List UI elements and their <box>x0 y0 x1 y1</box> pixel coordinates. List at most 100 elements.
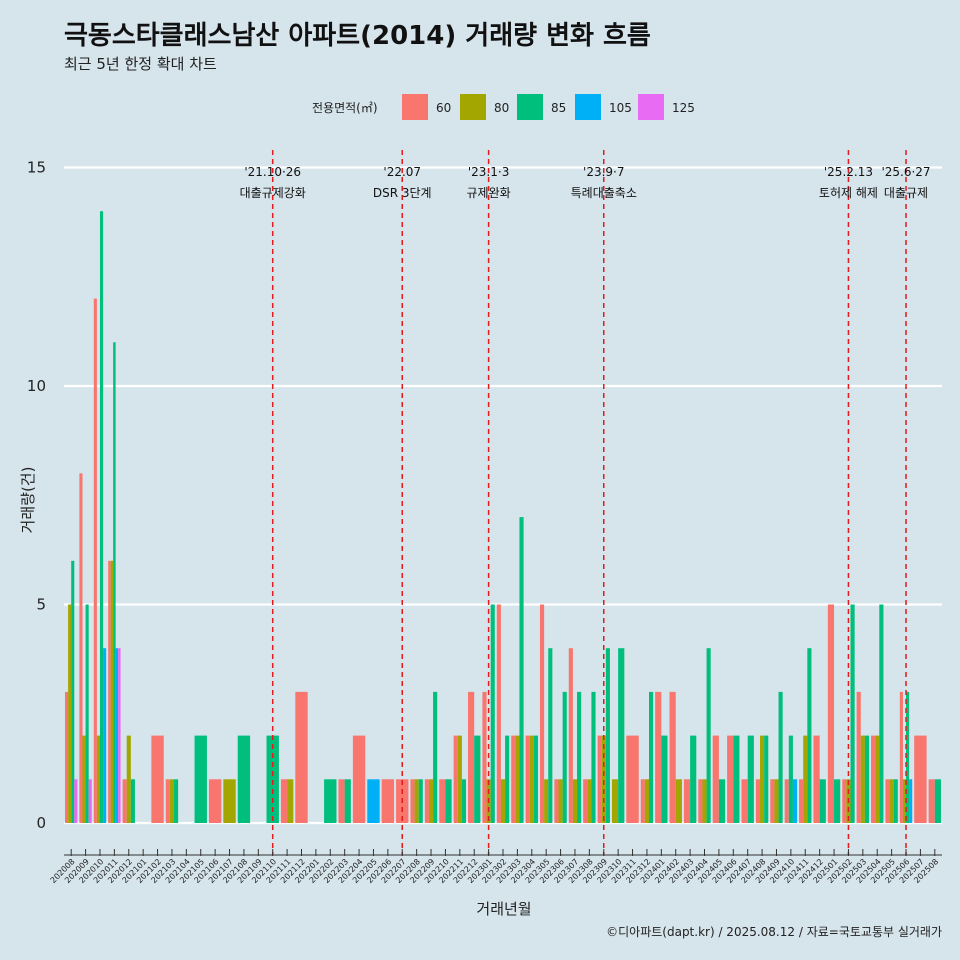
bar-202205-105 <box>367 779 380 823</box>
bar-202112-60 <box>295 691 308 823</box>
x-axis-title: 거래년월 <box>476 900 531 918</box>
bar-202209-80 <box>428 779 434 823</box>
bar-202502-85 <box>850 604 855 823</box>
bar-202308-80 <box>587 779 592 823</box>
legend: 전용면적(㎡) 60 80 85 105 125 <box>312 94 695 120</box>
legend-label-105: 105 <box>609 101 632 115</box>
bar-202307-60 <box>568 648 573 823</box>
bar-202107-80 <box>223 779 236 823</box>
bar-202405-60 <box>712 735 719 823</box>
bar-202504-80 <box>875 735 880 823</box>
bar-202212-60 <box>468 691 475 823</box>
bar-202202-85 <box>324 779 337 823</box>
event-date: '23.9·7 <box>583 165 624 179</box>
bar-202308-85 <box>591 691 596 823</box>
bar-202312-85 <box>648 691 654 823</box>
bar-202504-85 <box>879 604 884 823</box>
event-date: '25.6·27 <box>881 165 930 179</box>
bar-202012-80 <box>126 735 131 823</box>
bar-202011-80 <box>110 560 114 823</box>
legend-label-125: 125 <box>672 101 695 115</box>
bar-202411-85 <box>807 648 812 823</box>
bar-202508-85 <box>934 779 941 823</box>
bar-202405-85 <box>718 779 726 823</box>
bar-202503-80 <box>860 735 865 823</box>
bar-202506-80 <box>902 779 907 823</box>
bar-202211-60 <box>453 735 458 823</box>
bar-202409-80 <box>774 779 779 823</box>
bar-202204-60 <box>352 735 366 823</box>
bar-202403-85 <box>690 735 697 823</box>
bar-202508-60 <box>928 779 935 823</box>
bar-202302-85 <box>505 735 510 823</box>
bar-202009-125 <box>88 779 92 823</box>
x-axis: 2020082020092020102020112020122021012021… <box>49 849 942 885</box>
bar-202111-80 <box>287 779 294 823</box>
bar-202008-125 <box>74 779 78 823</box>
bar-202309-80 <box>601 735 606 823</box>
bar-202310-80 <box>611 779 619 823</box>
bar-202409-85 <box>778 691 783 823</box>
bar-202110-85 <box>266 735 279 823</box>
bar-202211-85 <box>461 779 467 823</box>
bar-202406-85 <box>733 735 740 823</box>
bar-202410-60 <box>784 779 789 823</box>
bar-202008-85 <box>71 560 75 823</box>
event-label: 특례대출축소 <box>571 186 637 200</box>
bar-202505-85 <box>893 779 898 823</box>
event-date: '23.1·3 <box>468 165 509 179</box>
bar-202501-60 <box>827 604 835 823</box>
bar-202306-85 <box>562 691 567 823</box>
event-label: 대출규제강화 <box>240 186 306 200</box>
bar-202106-60 <box>208 779 222 823</box>
bar-202102-60 <box>151 735 164 823</box>
bar-202404-85 <box>706 648 711 823</box>
bar-202502-60 <box>842 779 847 823</box>
bar-202203-85 <box>344 779 351 823</box>
bar-202506-105 <box>909 779 913 823</box>
bar-202011-105 <box>115 648 119 823</box>
bar-202305-60 <box>539 604 545 823</box>
bar-202404-60 <box>698 779 703 823</box>
bar-202312-80 <box>644 779 649 823</box>
bar-202412-60 <box>813 735 820 823</box>
bar-202108-85 <box>237 735 251 823</box>
bar-202011-85 <box>113 342 116 823</box>
bar-202209-85 <box>433 691 438 823</box>
bar-202507-60 <box>914 735 927 823</box>
bar-202411-80 <box>803 735 808 823</box>
bar-202310-85 <box>618 648 625 823</box>
bar-202206-60 <box>381 779 395 823</box>
bar-202208-60 <box>410 779 415 823</box>
legend-label-80: 80 <box>494 101 509 115</box>
event-markers: '21.10·26 대출규제강화 '22.07 DSR 3단계 '23.1·3 규제완화 '… <box>240 150 931 855</box>
event-label: 규제완화 <box>467 186 511 200</box>
bar-202010-60 <box>93 298 97 824</box>
bar-202208-85 <box>418 779 423 823</box>
bar-202010-80 <box>96 735 100 823</box>
bar-202408-80 <box>760 735 765 823</box>
bar-202011-60 <box>108 560 111 823</box>
bar-202309-60 <box>597 735 602 823</box>
bar-202009-80 <box>82 735 86 823</box>
y-axis-title: 거래량(건) <box>19 467 37 534</box>
bar-202302-60 <box>496 604 501 823</box>
bar-202302-80 <box>500 779 506 823</box>
bar-202011-125 <box>118 648 121 823</box>
legend-label-60: 60 <box>436 101 451 115</box>
bar-202505-60 <box>885 779 890 823</box>
bar-202412-85 <box>819 779 826 823</box>
bar-202312-60 <box>640 779 645 823</box>
bar-202408-85 <box>764 735 769 823</box>
y-tick-label: 5 <box>36 596 46 614</box>
bar-202404-80 <box>702 779 707 823</box>
bar-202403-60 <box>683 779 691 823</box>
event-date: '25.2.13 <box>824 165 873 179</box>
bar-202410-85 <box>788 735 793 823</box>
caption: ©디아파트(dapt.kr) / 2025.08.12 / 자료=국토교통부 실… <box>606 925 942 939</box>
bar-202402-80 <box>675 779 682 823</box>
bar-202209-60 <box>424 779 429 823</box>
bar-202103-80 <box>169 779 175 823</box>
bar-202010-105 <box>103 648 107 823</box>
bar-202009-60 <box>79 473 83 823</box>
